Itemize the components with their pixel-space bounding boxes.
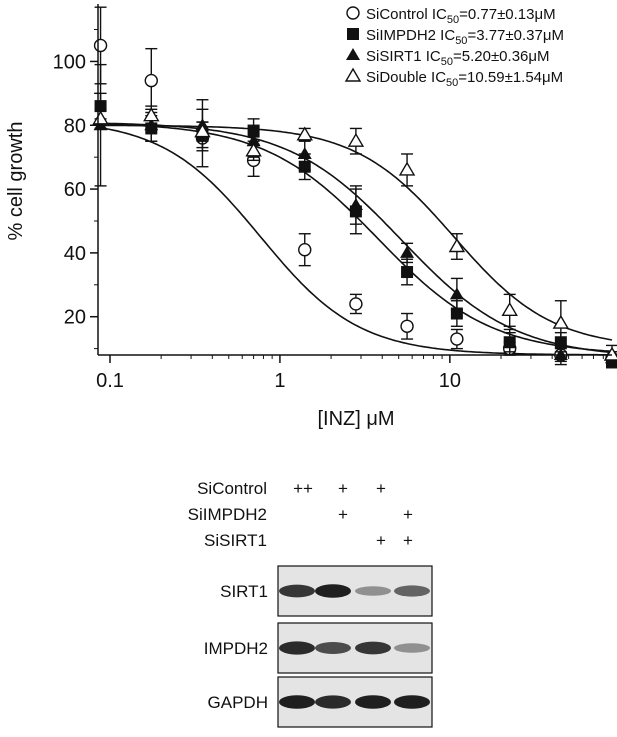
y-tick-label: 60 (64, 179, 86, 201)
data-point (347, 132, 365, 147)
y-tick-label: 40 (64, 243, 86, 265)
x-tick-label: 1 (274, 370, 285, 392)
data-point (296, 126, 313, 141)
data-point (93, 38, 108, 53)
data-point (298, 242, 312, 257)
data-point (144, 73, 158, 88)
legend-label-value: =3.77±0.37μM (467, 27, 564, 44)
y-axis-label: % cell growth (5, 122, 27, 241)
fit-curve-3 (98, 122, 613, 354)
data-point (400, 245, 415, 258)
data-point (92, 110, 109, 125)
data-point (349, 297, 363, 311)
x-axis-label: [INZ] μM (317, 408, 394, 430)
blot-band (279, 695, 315, 709)
data-point (603, 346, 617, 361)
data-point (448, 238, 466, 253)
dose-response-chart: 20 40 60 80 100 0.1 1 10 [INZ] μM % cell growth… (5, 4, 617, 430)
treatment-label: SiSIRT1 (204, 531, 267, 550)
fit-curve-1 (97, 126, 612, 356)
data-point (297, 146, 312, 159)
treatment-sign: + (376, 479, 386, 498)
blot-panel-gapdh: GAPDH (208, 676, 433, 728)
blot-band (279, 641, 315, 655)
legend-marker (344, 67, 362, 82)
legend-marker (347, 28, 359, 40)
x-tick-label: 0.1 (96, 370, 124, 392)
treatment-sign: + (338, 505, 348, 524)
y-tick-label: 80 (64, 115, 86, 137)
blot-band (394, 643, 430, 653)
blot-band (315, 584, 351, 598)
legend-label-value: =0.77±0.13μM (459, 6, 556, 23)
legend-label-main: SiSIRT1 IC (366, 48, 441, 65)
data-point (400, 319, 414, 333)
treatment-label: SiControl (197, 479, 267, 498)
y-tick-label: 100 (53, 51, 86, 73)
blot-panel-label: GAPDH (208, 693, 268, 712)
legend-label-main: SiIMPDH2 IC (366, 27, 455, 44)
legend-label: SiSIRT1 IC50=5.20±0.36μM (366, 48, 550, 68)
legend-marker (346, 6, 360, 20)
treatment-sign: ++ (293, 479, 313, 498)
blot-band (315, 695, 351, 709)
legend-label-subscript: 50 (455, 35, 467, 47)
data-point (194, 123, 211, 138)
blot-band (394, 695, 430, 709)
data-point (401, 266, 414, 279)
legend-label-subscript: 50 (441, 56, 453, 68)
fit-curves (97, 122, 613, 356)
data-point (348, 198, 363, 211)
blot-panel-sirt1: SIRT1 (220, 565, 433, 617)
legend-label: SiDouble IC50=10.59±1.54μM (366, 69, 563, 89)
treatment-sign: + (403, 505, 413, 524)
data-point (502, 335, 517, 348)
blot-panel-impdh2: IMPDH2 (204, 622, 433, 674)
blot-band (355, 586, 391, 596)
treatment-label: SiIMPDH2 (188, 505, 267, 524)
y-tick-label: 20 (64, 307, 86, 329)
western-blot: SiControl ++ + +SiIMPDH2 + +SiSIRT1 + +SIRT1IMP… (188, 479, 433, 728)
data-point (501, 301, 518, 317)
data-points (92, 6, 617, 369)
blot-panel-label: SIRT1 (220, 582, 268, 601)
series-3 (93, 63, 617, 366)
data-point (143, 107, 160, 122)
legend-label-value: =10.59±1.54μM (458, 69, 563, 86)
data-point (398, 161, 416, 176)
fit-curve-4 (98, 124, 613, 341)
blot-panel-label: IMPDH2 (204, 639, 268, 658)
treatment-sign: + (338, 479, 348, 498)
series-4 (92, 105, 617, 366)
data-point (449, 287, 464, 300)
legend-label-main: SiControl IC (366, 6, 447, 23)
blot-band (355, 641, 391, 655)
blot-band (315, 642, 351, 654)
blot-band (394, 585, 430, 597)
fit-curve-2 (97, 122, 613, 353)
legend-label-subscript: 50 (446, 77, 458, 89)
legend-label: SiControl IC50=0.77±0.13μM (366, 6, 556, 26)
legend-label-main: SiDouble IC (366, 69, 446, 86)
data-point (552, 314, 570, 329)
data-point (450, 332, 464, 346)
treatment-sign: + (376, 531, 386, 550)
x-tick-label: 10 (439, 370, 461, 392)
data-point (553, 348, 568, 360)
data-point (245, 142, 262, 157)
blot-band (355, 695, 391, 709)
legend-label: SiIMPDH2 IC50=3.77±0.37μM (366, 27, 564, 47)
legend-label-subscript: 50 (447, 14, 459, 26)
legend-label-value: =5.20±0.36μM (453, 48, 550, 65)
axes: 20 40 60 80 100 0.1 1 10 (53, 4, 612, 392)
legend-marker (346, 48, 360, 60)
data-point (246, 134, 261, 147)
blot-band (279, 584, 315, 598)
treatment-sign: + (403, 531, 413, 550)
